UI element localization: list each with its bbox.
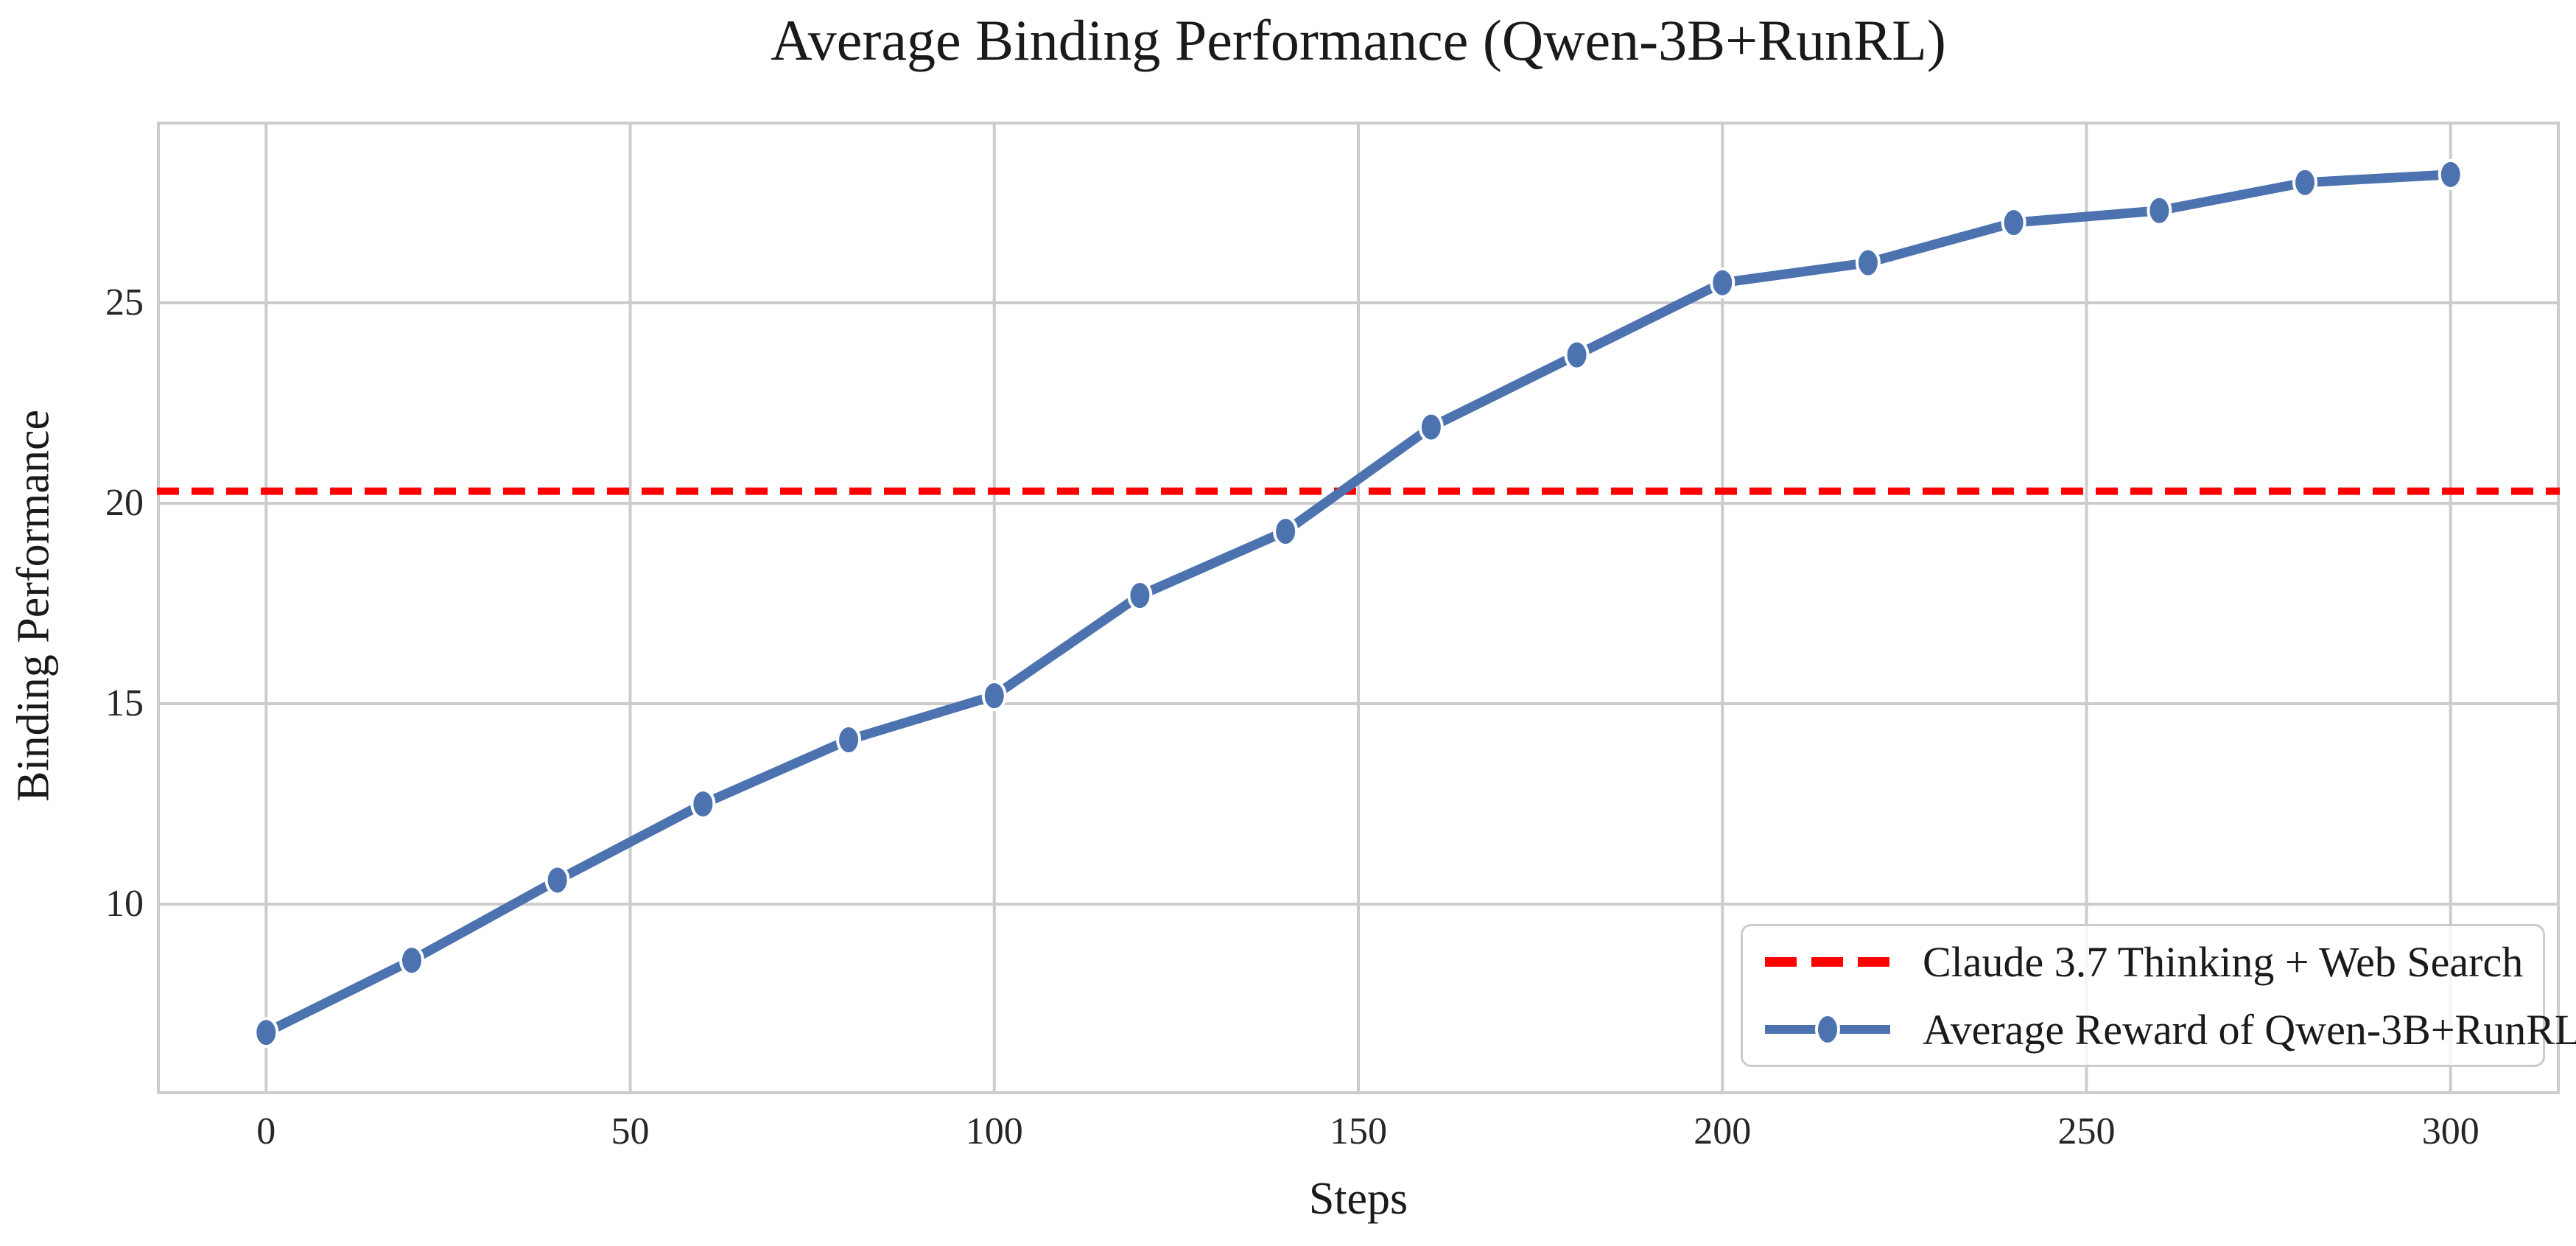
- x-tick-label: 50: [611, 1110, 650, 1152]
- x-tick-label: 150: [1330, 1110, 1387, 1152]
- legend-item-qwen-reward: Average Reward of Qwen-3B+RunRL: [1765, 998, 2576, 1060]
- x-tick-label: 300: [2421, 1110, 2480, 1152]
- x-tick-label: 0: [256, 1110, 276, 1152]
- axes-border: [157, 122, 2560, 1094]
- y-tick-label: 15: [105, 682, 144, 725]
- data-point-marker: [1418, 411, 1444, 443]
- legend-label-qwen: Average Reward of Qwen-3B+RunRL: [1923, 1005, 2576, 1054]
- data-point-marker: [2438, 158, 2463, 190]
- data-point-marker: [399, 945, 424, 976]
- data-point-marker: [836, 724, 862, 756]
- data-point-marker: [544, 864, 570, 896]
- legend: Claude 3.7 Thinking + Web Search Average…: [1741, 924, 2576, 1067]
- y-tick-label: 10: [105, 883, 144, 925]
- x-axis-label: Steps: [1308, 1174, 1408, 1224]
- data-point-marker: [690, 788, 716, 820]
- y-tick-label: 20: [105, 481, 144, 524]
- data-point-marker: [1564, 339, 1590, 371]
- legend-marker-sample: [1815, 1013, 1840, 1046]
- reward-line: [261, 169, 2456, 1037]
- data-point-marker: [1273, 516, 1299, 547]
- legend-item-claude-baseline: Claude 3.7 Thinking + Web Search: [1765, 931, 2543, 993]
- data-point-marker: [981, 680, 1007, 712]
- line-chart: [157, 122, 2560, 1094]
- data-point-marker: [1855, 247, 1881, 279]
- x-tick-label: 200: [1694, 1110, 1752, 1152]
- legend-label-claude: Claude 3.7 Thinking + Web Search: [1923, 937, 2524, 986]
- data-point-marker: [2001, 207, 2026, 239]
- line-marker-swatch: [1765, 1012, 1890, 1046]
- data-point-marker: [1710, 267, 1736, 298]
- y-tick-label: 25: [105, 281, 144, 323]
- x-tick-label: 100: [965, 1110, 1023, 1152]
- data-point-marker: [1127, 580, 1153, 612]
- data-point-marker: [2147, 195, 2172, 226]
- dashed-line-swatch: [1765, 956, 1890, 967]
- plot-area: [157, 122, 2560, 1094]
- data-point-marker: [253, 1017, 279, 1049]
- y-axis-label: Binding Performance: [8, 409, 59, 802]
- data-point-marker: [2292, 167, 2318, 198]
- x-tick-label: 250: [2057, 1110, 2116, 1152]
- chart-title: Average Binding Performance (Qwen-3B+Run…: [771, 8, 1946, 72]
